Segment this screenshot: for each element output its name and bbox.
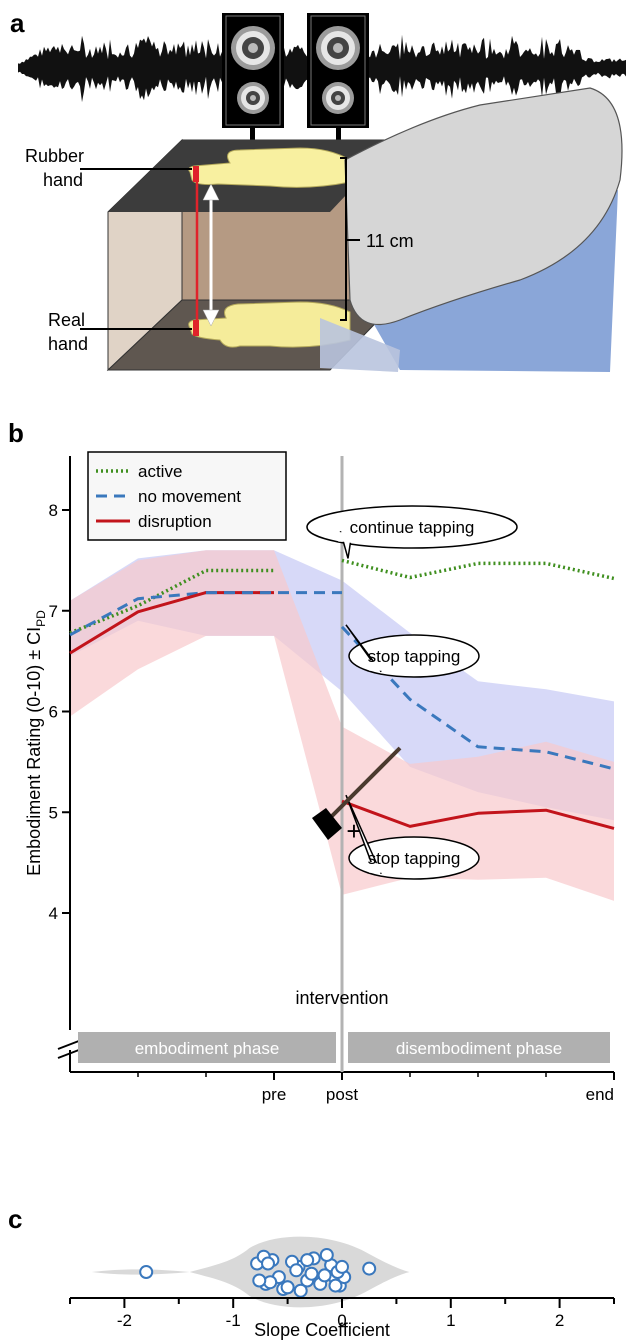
data-point (300, 1253, 315, 1268)
y-tick-label: 7 (49, 602, 58, 621)
data-point (317, 1268, 332, 1283)
real-hand-label-1: Real (48, 310, 85, 330)
hammer-handle (323, 746, 402, 825)
plus-symbol: + (346, 816, 361, 846)
callout-pointer (345, 624, 382, 673)
data-point (261, 1256, 275, 1271)
x-tick-label: pre (262, 1085, 287, 1104)
intervention-label: intervention (295, 988, 388, 1008)
callout-pointer-mask (369, 661, 386, 671)
slope-scatter-chart: -2 -1 0 1 2 Slope Coefficient (69, 1236, 615, 1340)
data-point (252, 1273, 267, 1288)
x-axis-label: Slope Coefficient (254, 1320, 390, 1340)
data-point (293, 1283, 308, 1298)
panel-b-label: b (8, 418, 24, 448)
x-tick-label: -1 (226, 1311, 241, 1330)
callout-pointer-mask (338, 532, 355, 542)
hammer-head (312, 808, 342, 840)
hammer-icon (312, 746, 402, 840)
x-tick-label: 2 (555, 1311, 564, 1330)
speaker-right-icon (307, 13, 369, 128)
panel-a-illustration (18, 13, 626, 372)
legend-label: disruption (138, 512, 212, 531)
data-point (335, 1259, 349, 1274)
callout-continue-tapping: continue tapping (306, 505, 518, 559)
callout-text: continue tapping (350, 518, 475, 537)
y-axis-label: Embodiment Rating (0-10) ± CIPD (24, 610, 48, 876)
legend-label: no movement (138, 487, 241, 506)
distance-label: 11 cm (366, 231, 414, 251)
series-line-disruption (341, 799, 615, 830)
data-point (319, 1248, 334, 1262)
legend: active no movement disruption (87, 451, 287, 541)
legend-label: active (138, 462, 182, 481)
arm-sleeve-grey (344, 87, 623, 326)
rubber-hand-label-2: hand (43, 170, 83, 190)
series-line-active (341, 558, 615, 581)
data-point (139, 1265, 154, 1279)
rubber-hand-label-1: Rubber (25, 146, 84, 166)
phase-label: disembodiment phase (396, 1039, 562, 1058)
callout-text: stop tapping (368, 849, 461, 868)
phase-bar (78, 1032, 336, 1063)
x-tick-label: end (586, 1085, 614, 1104)
panel-c-label: c (8, 1204, 22, 1234)
x-tick-label: post (326, 1085, 358, 1104)
phase-bar (348, 1032, 610, 1063)
series-line-active (69, 568, 274, 635)
data-point (280, 1280, 295, 1295)
callout-pointer-mask (369, 863, 386, 873)
y-tick-label: 8 (49, 501, 58, 520)
arm-sleeve-lightblue (320, 318, 400, 372)
callout-stop-tapping-blue: stop tapping (345, 624, 480, 678)
series-line-no-movement (69, 591, 274, 637)
y-tick-label: 6 (49, 703, 58, 722)
embodiment-line-chart: 4 5 6 7 8 Embodiment Rating (0-10) ± CIPD pre p… (24, 451, 615, 1104)
phase-label: embodiment phase (135, 1039, 280, 1058)
real-hand-label-2: hand (48, 334, 88, 354)
panel-a-label: a (10, 8, 25, 38)
data-point (289, 1263, 304, 1278)
series-line-no-movement (340, 625, 615, 771)
data-point (304, 1266, 319, 1281)
x-tick-label: -2 (117, 1311, 132, 1330)
data-point (362, 1261, 377, 1276)
data-point (328, 1278, 343, 1293)
x-tick-label: 1 (446, 1311, 455, 1330)
callout-text: stop tapping (368, 647, 461, 666)
y-tick-label: 5 (49, 803, 58, 822)
series-line-disruption (69, 591, 274, 655)
callout-stop-tapping-red: stop tapping (345, 794, 480, 880)
speaker-left-icon (222, 13, 284, 128)
callout-bubble (306, 505, 518, 549)
x-tick-label: 0 (337, 1311, 346, 1330)
y-tick-label: 4 (49, 904, 58, 923)
